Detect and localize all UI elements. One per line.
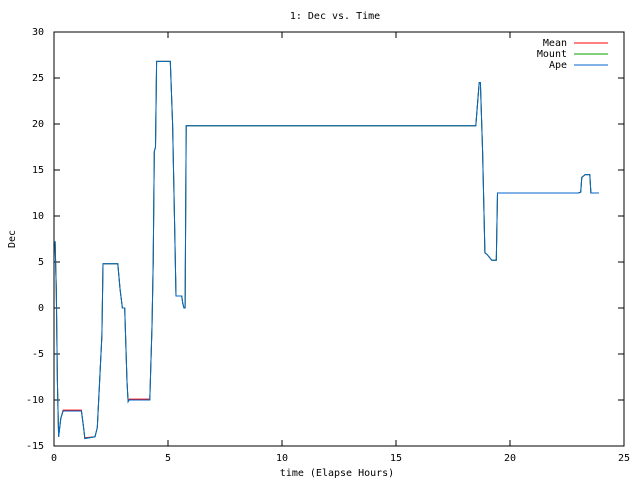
x-tick-label: 25	[618, 453, 630, 464]
series-line	[54, 60, 599, 440]
y-tick-label: 30	[32, 27, 44, 38]
y-tick-label: 5	[38, 257, 44, 268]
y-tick-label: 0	[38, 303, 44, 314]
x-tick-label: 20	[504, 453, 516, 464]
chart-title: 1: Dec vs. Time	[290, 11, 380, 22]
y-tick-label: -15	[26, 441, 44, 452]
y-tick-label: 15	[32, 165, 44, 176]
y-tick-label: -5	[32, 349, 44, 360]
legend-label: Mean	[543, 38, 567, 49]
series-line	[54, 60, 599, 440]
x-tick-label: 0	[51, 453, 57, 464]
legend-label: Ape	[549, 60, 567, 71]
y-tick-label: -10	[26, 395, 44, 406]
y-axis-label: Dec	[7, 230, 18, 248]
x-tick-label: 5	[165, 453, 171, 464]
legend-label: Mount	[537, 49, 567, 60]
plot-frame	[53, 31, 625, 447]
y-tick-label: 20	[32, 119, 44, 130]
x-axis-label: time (Elapse Hours)	[280, 468, 394, 479]
series-line	[54, 60, 599, 439]
y-tick-label: 10	[32, 211, 44, 222]
x-tick-label: 15	[390, 453, 402, 464]
x-tick-label: 10	[276, 453, 288, 464]
y-tick-label: 25	[32, 73, 44, 84]
